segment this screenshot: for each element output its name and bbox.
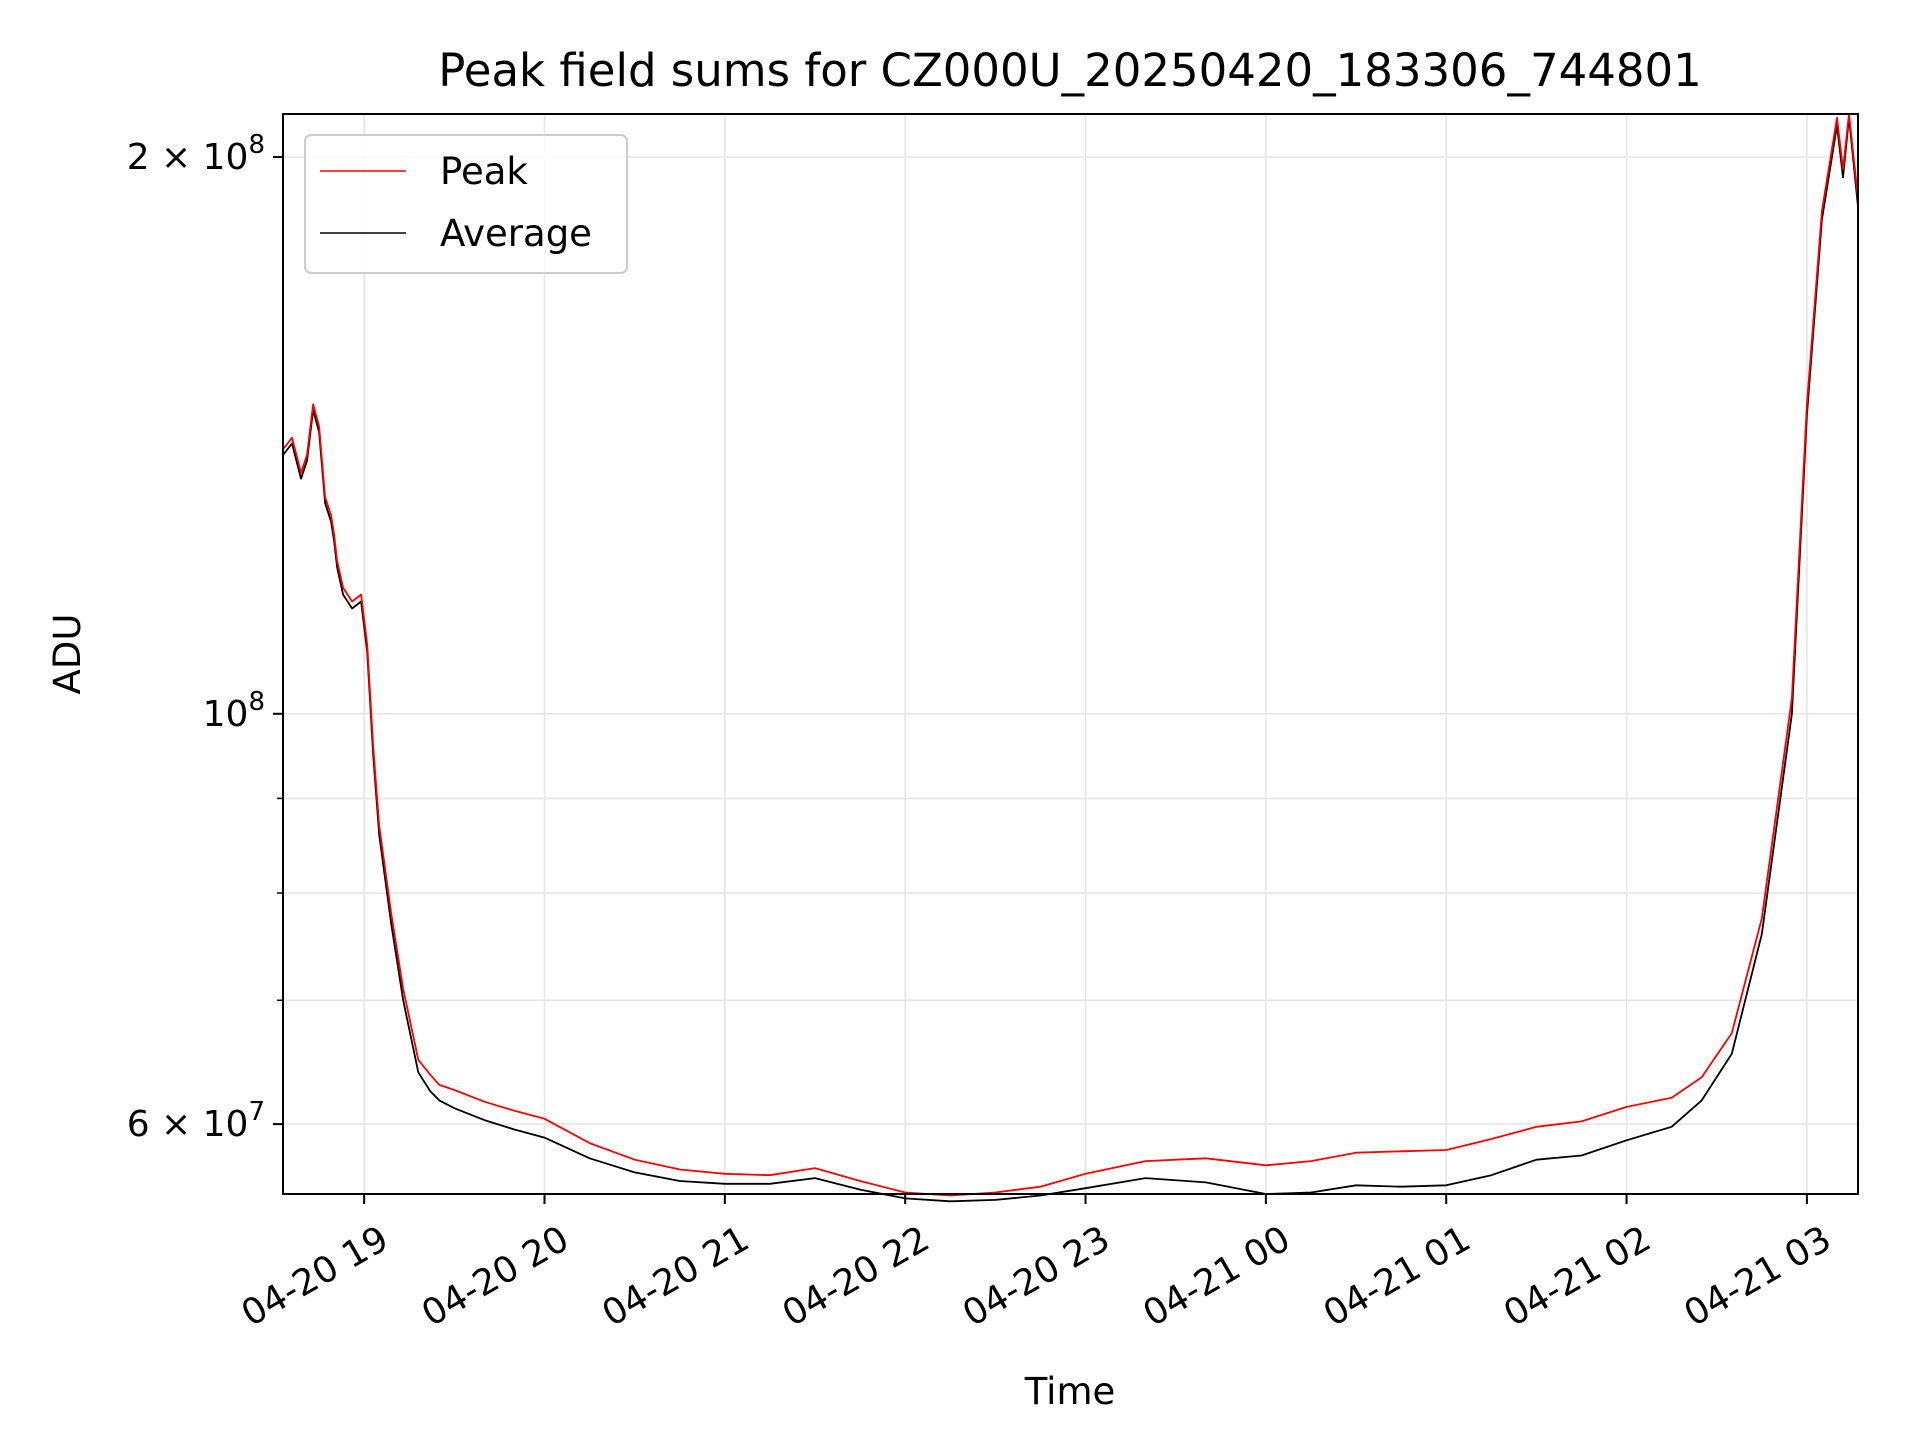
chart-title: Peak field sums for CZ000U_20250420_1833… (438, 44, 1701, 97)
y-axis: 6 × 107 108 2 × 108 (127, 130, 283, 1145)
legend: Peak Average (304, 134, 628, 274)
y-tick-label: 2 × 108 (127, 130, 265, 178)
legend-box (304, 134, 628, 274)
series-layer (282, 113, 1859, 1203)
y-axis-label: ADU (46, 614, 89, 695)
series-line-average (282, 116, 1859, 1203)
series-line-peak (282, 113, 1859, 1197)
y-tick-label: 6 × 107 (127, 1097, 265, 1145)
grid (283, 114, 1858, 1194)
legend-label-average: Average (440, 212, 592, 255)
y-tick-label: 108 (203, 687, 265, 735)
legend-label-peak: Peak (440, 150, 528, 193)
plot-frame (282, 113, 1859, 1195)
x-axis-label: Time (1024, 1370, 1116, 1413)
